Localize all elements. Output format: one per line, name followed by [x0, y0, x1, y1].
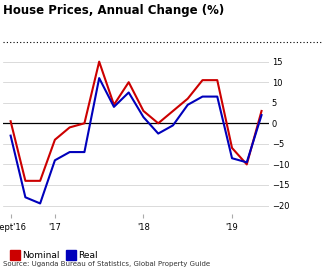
- Text: House Prices, Annual Change (%): House Prices, Annual Change (%): [3, 4, 225, 17]
- Text: Source: Uganda Bureau of Statistics, Global Property Guide: Source: Uganda Bureau of Statistics, Glo…: [3, 261, 210, 267]
- Legend: Nominal, Real: Nominal, Real: [8, 248, 101, 264]
